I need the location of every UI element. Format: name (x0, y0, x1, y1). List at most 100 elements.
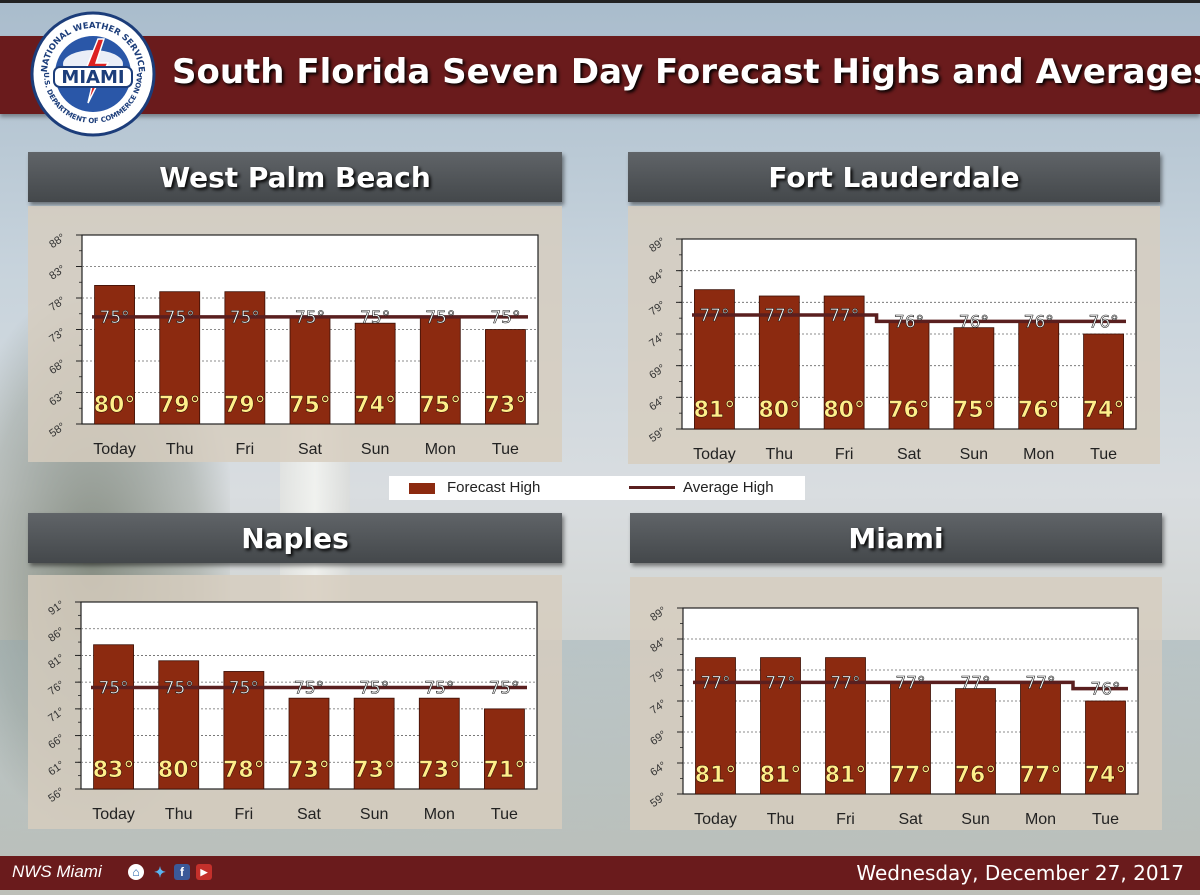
forecast-bar (694, 289, 735, 430)
y-tick-label: 64° (648, 760, 669, 779)
forecast-value-label: 71° (484, 758, 526, 783)
forecast-value-label: 77° (1020, 763, 1062, 788)
forecast-bar (353, 697, 395, 790)
chart-svg: 59° 64° 69° 74° 79° 84° 89° 77° 81° Today 77° 81° Th… (648, 605, 1139, 828)
x-category-label: Mon (425, 441, 456, 458)
average-value-label: 76° (1089, 312, 1119, 332)
city-title: Naples (241, 522, 349, 555)
average-value-label: 76° (894, 312, 924, 332)
home-icon[interactable]: ⌂ (128, 864, 144, 880)
average-value-label: 77° (764, 306, 794, 326)
forecast-bar (1085, 700, 1126, 795)
forecast-bar (953, 327, 995, 430)
average-value-label: 77° (700, 673, 730, 693)
forecast-bar (760, 657, 801, 795)
forecast-bar (223, 671, 265, 790)
logo-text: MIAMI (61, 67, 124, 88)
average-value-label: 77° (895, 673, 925, 693)
x-category-label: Today (92, 806, 135, 823)
twitter-icon[interactable]: ✦ (154, 864, 166, 880)
x-category-label: Sat (297, 806, 322, 823)
forecast-bar (1083, 333, 1124, 430)
y-tick-label: 84° (647, 267, 668, 286)
x-category-label: Sun (960, 446, 988, 463)
forecast-bar (888, 320, 930, 430)
average-value-label: 77° (699, 306, 729, 326)
average-value-label: 77° (960, 673, 990, 693)
forecast-bar (289, 316, 331, 425)
forecast-value-label: 80° (94, 393, 136, 418)
x-category-label: Tue (492, 441, 519, 458)
x-category-label: Mon (1025, 811, 1056, 828)
legend-forecast-swatch (409, 483, 435, 494)
x-category-label: Tue (1092, 811, 1119, 828)
average-value-label: 77° (830, 673, 860, 693)
forecast-bar (823, 295, 865, 430)
y-tick-label: 84° (648, 636, 669, 655)
average-value-label: 76° (1024, 312, 1054, 332)
forecast-value-label: 81° (825, 763, 867, 788)
forecast-value-label: 80° (823, 398, 865, 423)
forecast-bar (224, 291, 266, 425)
page-title: South Florida Seven Day Forecast Highs a… (172, 52, 1200, 92)
legend-average-label: Average High (683, 479, 774, 496)
average-value-label: 77° (765, 673, 795, 693)
average-line (693, 680, 1128, 691)
x-category-label: Fri (236, 441, 255, 458)
forecast-value-label: 78° (223, 758, 265, 783)
chart-svg: 58° 63° 68° 73° 78° 83° 88° 75° 80° Today 75° 79° Th… (47, 232, 539, 458)
facebook-icon[interactable]: f (174, 864, 190, 880)
x-category-label: Sun (961, 811, 989, 828)
forecast-value-label: 75° (953, 398, 995, 423)
y-tick-label: 69° (648, 729, 669, 748)
y-tick-label: 78° (47, 295, 68, 314)
y-tick-label: 73° (47, 326, 68, 345)
forecast-value-label: 81° (695, 763, 737, 788)
forecast-value-label: 76° (888, 398, 930, 423)
y-tick-label: 64° (647, 394, 668, 413)
forecast-bar (418, 697, 460, 790)
x-category-label: Sun (361, 441, 389, 458)
x-category-label: Thu (166, 441, 194, 458)
forecast-value-label: 73° (485, 393, 527, 418)
nws-logo: MIAMI NATIONAL WEATHER SERVICE U.S. DEPA… (30, 11, 156, 137)
average-value-label: 76° (959, 312, 989, 332)
y-tick-label: 86° (46, 625, 67, 644)
x-category-label: Mon (1023, 446, 1054, 463)
forecast-value-label: 80° (758, 398, 800, 423)
y-tick-label: 76° (46, 679, 67, 698)
y-tick-label: 81° (46, 652, 67, 671)
chart-miami: 59° 64° 69° 74° 79° 84° 89° 77° 81° Today 77° 81° Th… (630, 577, 1162, 830)
average-value-label: 75° (424, 678, 454, 698)
footer-bar: NWS Miami ⌂ ✦ f ▶ Wednesday, December 27… (0, 856, 1200, 890)
average-value-label: 77° (1025, 673, 1055, 693)
forecast-bar (159, 291, 201, 425)
forecast-value-label: 83° (93, 758, 135, 783)
forecast-value-label: 81° (694, 398, 736, 423)
average-value-label: 77° (829, 306, 859, 326)
average-value-label: 75° (489, 678, 519, 698)
x-category-label: Tue (491, 806, 518, 823)
forecast-value-label: 75° (419, 393, 461, 418)
y-tick-label: 89° (647, 236, 668, 255)
x-category-label: Thu (165, 806, 193, 823)
city-title-bar-miami: Miami (630, 513, 1162, 563)
y-tick-label: 61° (46, 759, 67, 778)
forecast-bar (158, 660, 200, 790)
forecast-value-label: 76° (1018, 398, 1060, 423)
average-value-label: 75° (359, 678, 389, 698)
y-tick-label: 88° (47, 232, 68, 251)
y-tick-label: 59° (648, 791, 669, 810)
forecast-value-label: 80° (158, 758, 200, 783)
average-value-label: 75° (164, 678, 194, 698)
forecast-bar (1018, 320, 1060, 430)
forecast-value-label: 73° (418, 758, 460, 783)
forecast-bar (93, 644, 134, 790)
x-category-label: Sat (897, 446, 922, 463)
title-banner (0, 36, 1200, 114)
x-category-label: Sun (360, 806, 388, 823)
average-value-label: 75° (165, 308, 195, 328)
y-tick-label: 58° (47, 421, 68, 440)
average-value-label: 75° (294, 678, 324, 698)
youtube-icon[interactable]: ▶ (196, 864, 212, 880)
